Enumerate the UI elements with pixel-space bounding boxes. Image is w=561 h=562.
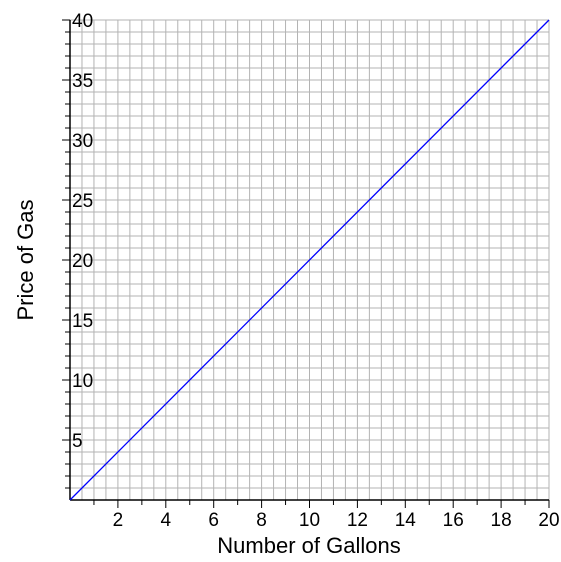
y-tick-label: 10 [72, 371, 93, 392]
x-tick-label: 6 [208, 510, 219, 531]
axis-ticks [62, 19, 550, 508]
y-tick-label: 35 [72, 71, 93, 92]
grid [70, 19, 550, 500]
x-tick-label: 16 [443, 510, 464, 531]
y-tick-label: 5 [72, 431, 83, 452]
x-tick-label: 4 [161, 510, 172, 531]
x-axis-label: Number of Gallons [217, 533, 400, 557]
x-tick-label: 2 [113, 510, 124, 531]
y-axis-label: Price of Gas [13, 199, 38, 320]
y-tick-label: 25 [72, 191, 93, 212]
y-tick-label: 20 [72, 251, 93, 272]
x-tick-label: 18 [491, 510, 512, 531]
x-tick-label: 20 [538, 510, 559, 531]
series-line [69, 19, 550, 501]
series [69, 19, 550, 501]
x-tick-label: 10 [299, 510, 320, 531]
y-tick-label: 30 [72, 131, 93, 152]
tick-labels: 5 10 15 20 25 30 35 40 2 4 6 8 10 12 14 16 18 20 [72, 11, 560, 531]
y-tick-label: 40 [72, 11, 93, 32]
x-tick-label: 8 [256, 510, 267, 531]
x-tick-label: 12 [347, 510, 368, 531]
x-tick-label: 14 [395, 510, 417, 531]
y-tick-label: 15 [72, 311, 93, 332]
